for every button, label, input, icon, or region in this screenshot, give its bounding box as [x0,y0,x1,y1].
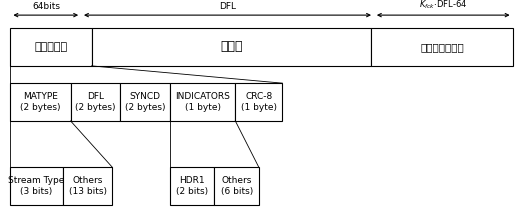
Text: $K_{fck}{\cdot}$DFL-64: $K_{fck}{\cdot}$DFL-64 [419,0,468,11]
Bar [10,28,92,66]
Bar [120,83,170,121]
Bar [92,28,371,66]
Bar [10,83,71,121]
Bar [170,167,214,205]
Bar [170,83,235,121]
Text: 数据域: 数据域 [220,40,243,54]
Bar [10,167,63,205]
Text: Others
(13 bits): Others (13 bits) [69,176,107,196]
Bar [371,28,513,66]
Text: 填零和带内信令: 填零和带内信令 [420,42,464,52]
Bar [71,83,120,121]
Text: 基带帧帧头: 基带帧帧头 [35,42,67,52]
Text: HDR1
(2 bits): HDR1 (2 bits) [176,176,208,196]
Text: SYNCD
(2 bytes): SYNCD (2 bytes) [125,92,165,112]
Bar [235,83,282,121]
Bar [214,167,259,205]
Text: 64bits: 64bits [32,2,60,11]
Text: DFL: DFL [219,2,236,11]
Text: CRC-8
(1 byte): CRC-8 (1 byte) [241,92,277,112]
Text: INDICATORS
(1 byte): INDICATORS (1 byte) [175,92,230,112]
Text: DFL
(2 bytes): DFL (2 bytes) [75,92,116,112]
Text: MATYPE
(2 bytes): MATYPE (2 bytes) [20,92,61,112]
Text: Stream Type
(3 bits): Stream Type (3 bits) [8,176,65,196]
Bar [63,167,112,205]
Text: Others
(6 bits): Others (6 bits) [221,176,253,196]
